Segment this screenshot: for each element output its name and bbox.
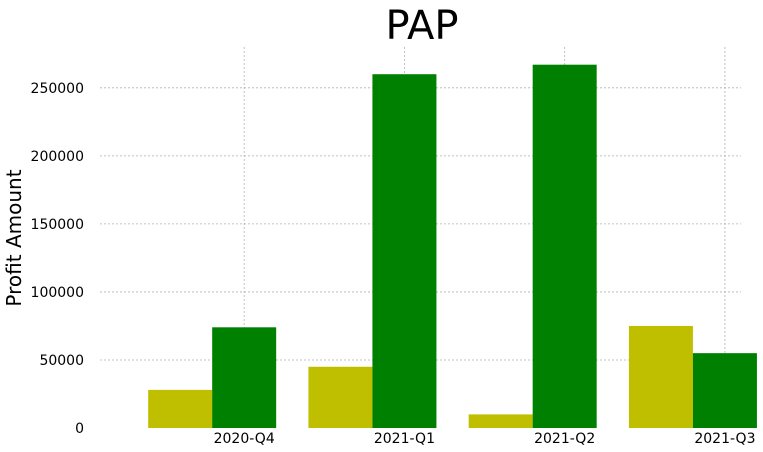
y-tick-label: 0 <box>75 421 84 437</box>
y-axis-ticks: 0 50000 100000 150000 200000 250000 <box>31 81 84 437</box>
y-tick-label: 200000 <box>31 149 84 165</box>
y-axis-label: Profit Amount <box>2 169 26 306</box>
bar-2021-Q3-series-2 <box>692 353 757 428</box>
chart-title: PAP <box>385 3 458 49</box>
x-tick-label: 2021-Q2 <box>534 431 595 447</box>
bar-2021-Q1-series-2 <box>372 74 437 428</box>
bar-2020-Q4-series-2 <box>212 327 277 428</box>
bar-2021-Q2-series-1 <box>468 414 533 428</box>
x-tick-label: 2021-Q1 <box>374 431 435 447</box>
bar-2020-Q4-series-1 <box>148 389 213 428</box>
x-axis-ticks: 2020-Q4 2021-Q1 2021-Q2 2021-Q3 <box>214 431 756 447</box>
bars <box>148 64 757 429</box>
bar-2021-Q2-series-2 <box>532 64 597 429</box>
x-tick-label: 2021-Q3 <box>694 431 755 447</box>
x-tick-label: 2020-Q4 <box>214 431 275 447</box>
y-tick-label: 250000 <box>31 81 84 97</box>
bar-2021-Q1-series-1 <box>308 366 373 428</box>
bar-2021-Q3-series-1 <box>628 325 693 428</box>
y-tick-label: 150000 <box>31 217 84 233</box>
y-tick-label: 100000 <box>31 285 84 301</box>
y-tick-label: 50000 <box>39 353 84 369</box>
